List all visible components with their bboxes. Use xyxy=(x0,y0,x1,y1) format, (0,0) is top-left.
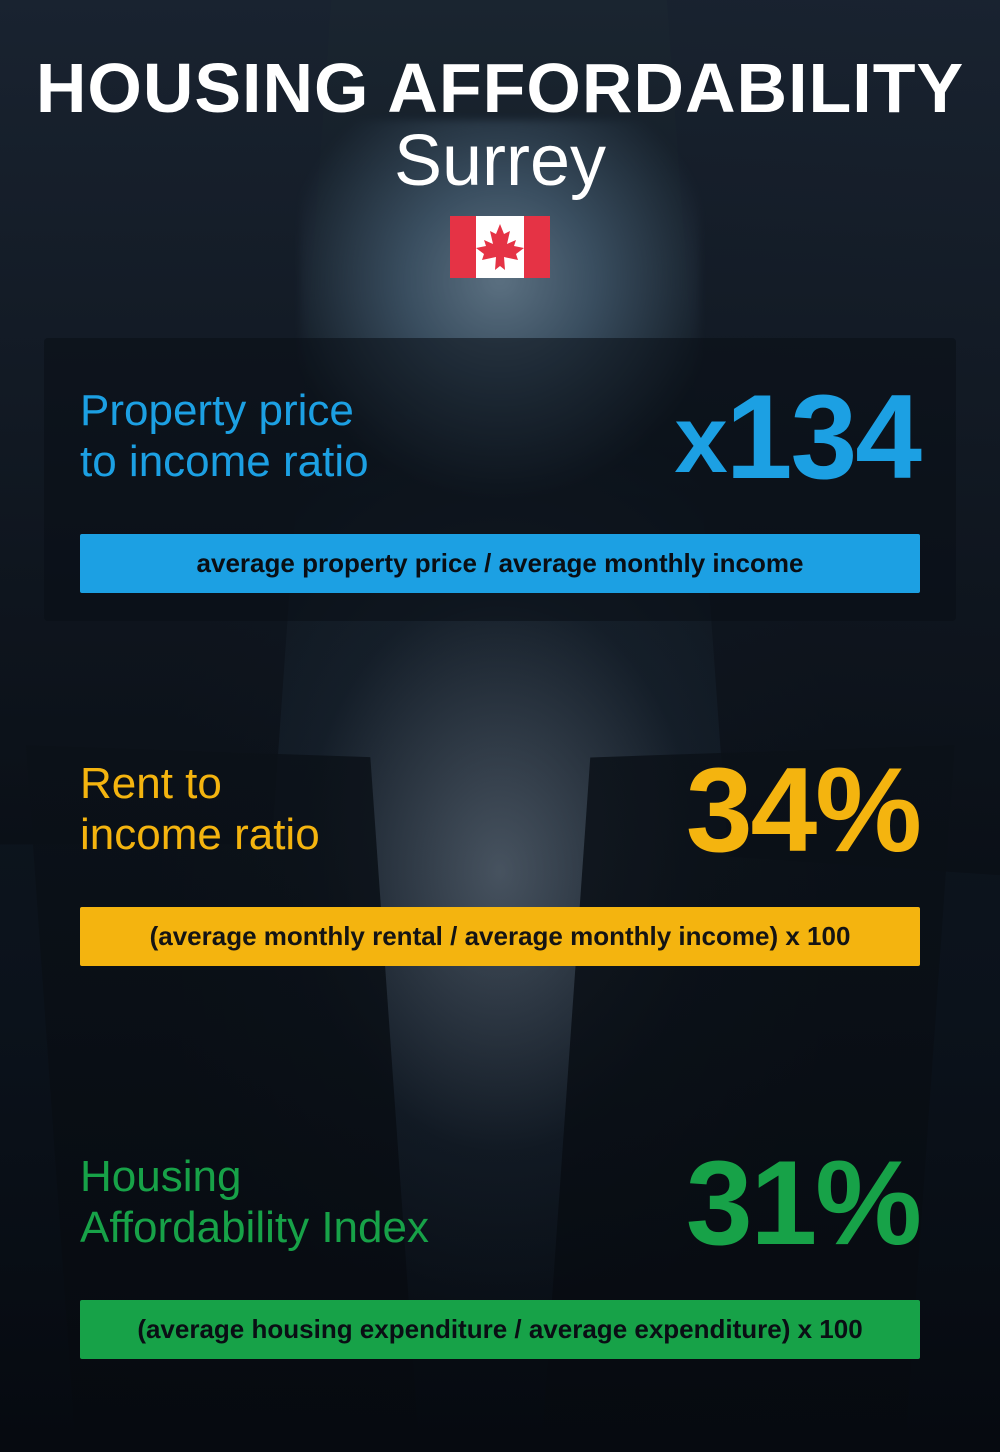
canada-flag-icon xyxy=(450,216,550,278)
metric-formula: (average housing expenditure / average e… xyxy=(80,1300,920,1359)
metric-label-line1: Housing xyxy=(80,1152,241,1201)
metric-value: 31% xyxy=(686,1134,920,1272)
metric-value-number: 134 xyxy=(726,370,920,504)
metric-label-line2: to income ratio xyxy=(80,437,369,486)
page-title: HOUSING AFFORDABILITY xyxy=(0,48,1000,128)
metric-label-line1: Rent to xyxy=(80,759,222,808)
metric-label: Property price to income ratio xyxy=(80,386,369,487)
metric-value: x134 xyxy=(674,368,920,506)
metric-row: Housing Affordability Index 31% xyxy=(80,1134,920,1272)
metric-value: 34% xyxy=(686,741,920,879)
metric-row: Rent to income ratio 34% xyxy=(80,741,920,879)
metric-card-affordability-index: Housing Affordability Index 31% (average… xyxy=(44,1104,956,1387)
metric-value-prefix: x xyxy=(674,386,725,493)
metric-label-line1: Property price xyxy=(80,386,354,435)
flag-wrap xyxy=(0,216,1000,278)
content: HOUSING AFFORDABILITY Surrey Property pr… xyxy=(0,0,1000,1452)
header: HOUSING AFFORDABILITY Surrey xyxy=(0,0,1000,278)
metric-card-price-to-income: Property price to income ratio x134 aver… xyxy=(44,338,956,621)
infographic-page: HOUSING AFFORDABILITY Surrey Property pr… xyxy=(0,0,1000,1452)
metric-formula: (average monthly rental / average monthl… xyxy=(80,907,920,966)
metric-label: Rent to income ratio xyxy=(80,759,320,860)
metric-card-rent-to-income: Rent to income ratio 34% (average monthl… xyxy=(44,711,956,994)
metric-value-number: 31% xyxy=(686,1136,920,1270)
metric-label: Housing Affordability Index xyxy=(80,1152,429,1253)
metric-label-line2: Affordability Index xyxy=(80,1203,429,1252)
metric-value-number: 34% xyxy=(686,743,920,877)
metric-formula: average property price / average monthly… xyxy=(80,534,920,593)
metric-row: Property price to income ratio x134 xyxy=(80,368,920,506)
page-subtitle: Surrey xyxy=(0,120,1000,202)
metric-label-line2: income ratio xyxy=(80,810,320,859)
